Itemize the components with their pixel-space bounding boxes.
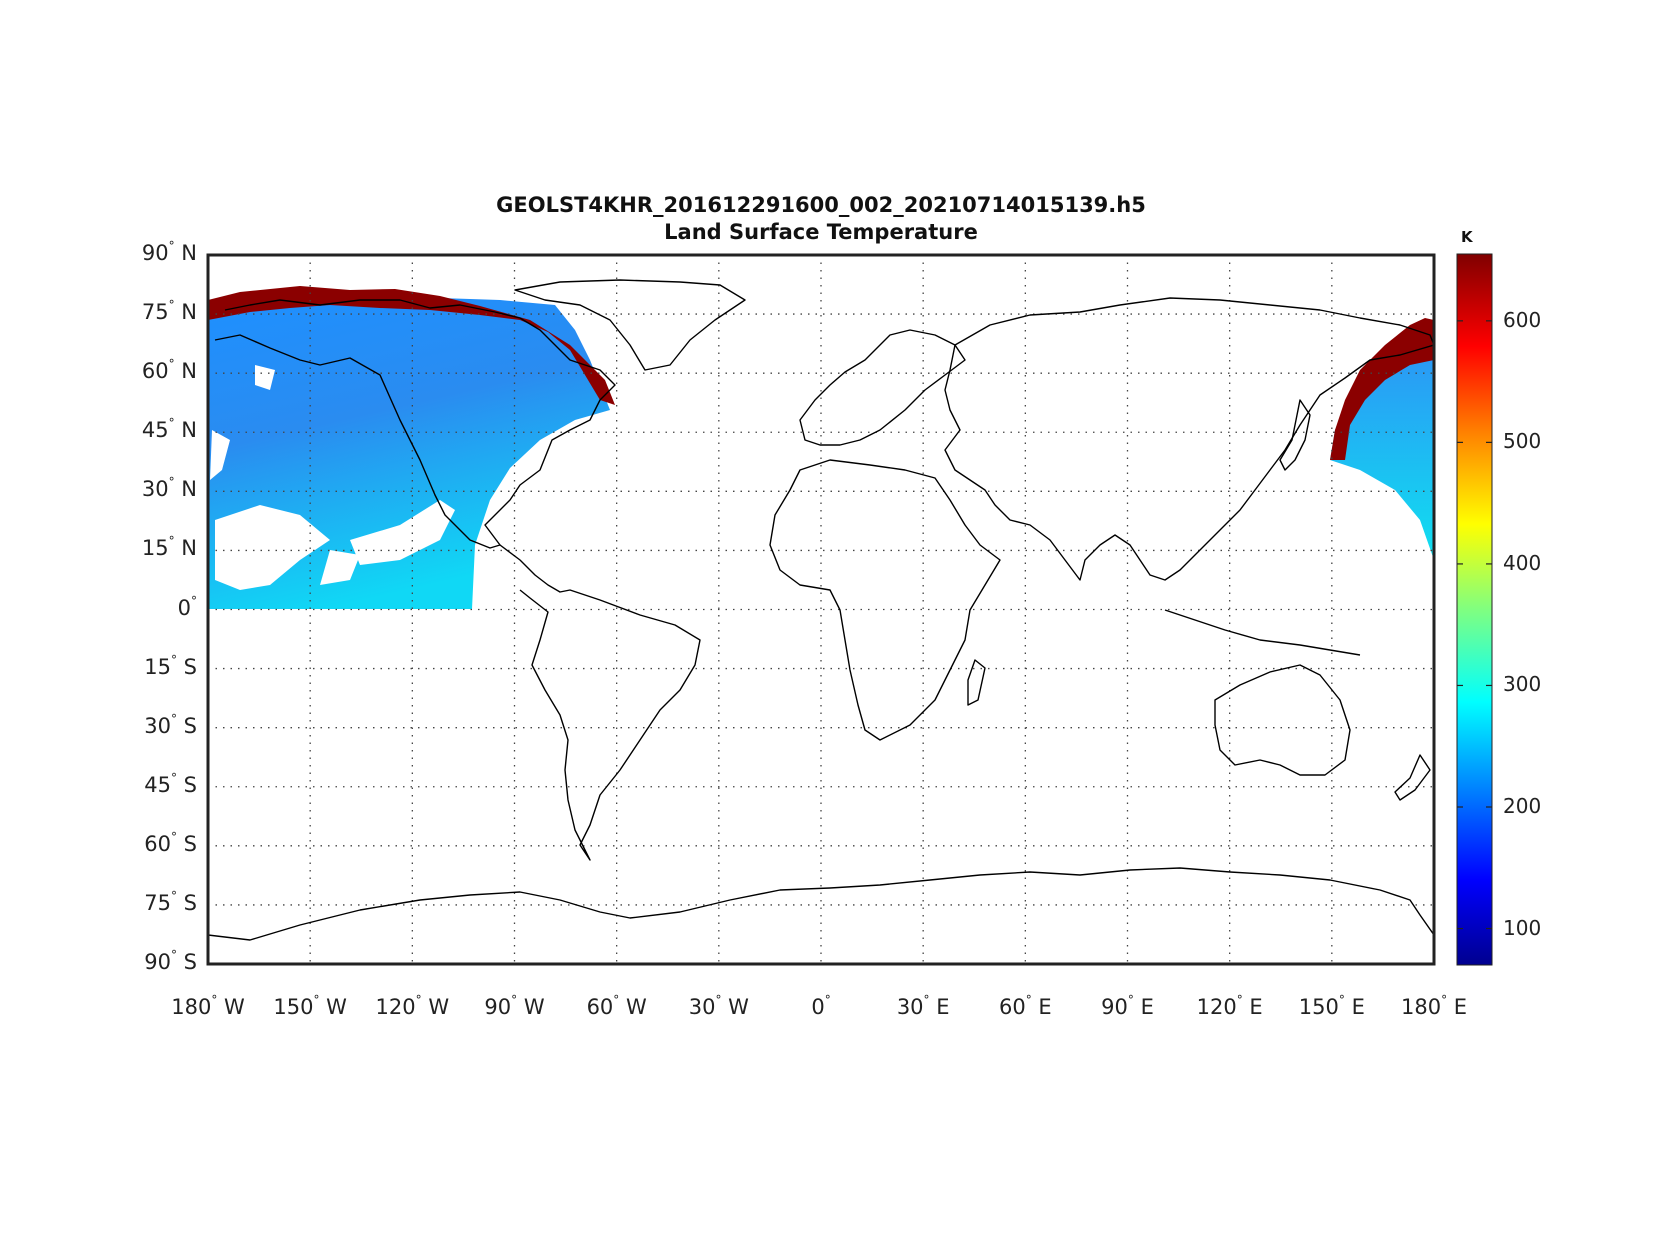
coast-europe xyxy=(799,329,966,446)
longitude-tick-label: 150° E xyxy=(1298,993,1365,1019)
longitude-tick-label: 180° W xyxy=(171,993,245,1019)
longitude-tick-label: 90° W xyxy=(484,993,545,1019)
colorbar-tick-marks xyxy=(1457,320,1492,930)
coast-indonesia xyxy=(1164,609,1361,656)
coast-antarctica xyxy=(208,867,1434,941)
map-axes-frame xyxy=(206,253,1436,966)
coast-greenland xyxy=(514,279,746,371)
coast-asia xyxy=(944,297,1434,581)
colorbar-tick-label: 400 xyxy=(1503,550,1542,575)
lst-data-layer xyxy=(208,286,1434,609)
latitude-tick-label: 90° N xyxy=(141,239,197,265)
longitude-tick-label: 180° E xyxy=(1400,993,1468,1019)
colorbar-tick-label: 200 xyxy=(1503,794,1542,818)
east-swath-lst xyxy=(1330,360,1434,560)
latitude-tick-label: 15° S xyxy=(144,652,197,679)
longitude-tick-label: 60° W xyxy=(586,993,647,1019)
latitude-tick-label: 60° N xyxy=(141,357,197,384)
latitude-tick-label: 0° xyxy=(177,593,197,620)
longitude-tick-label: 120° W xyxy=(375,993,450,1019)
longitude-tick-label: 60° E xyxy=(998,993,1052,1019)
east-swath-limb xyxy=(1330,318,1434,460)
coast-new-zealand xyxy=(1394,754,1431,801)
latitude-tick-label: 45° S xyxy=(144,770,197,797)
colorbar-tick-label: 100 xyxy=(1503,915,1542,940)
colorbar-tick-label: 500 xyxy=(1503,429,1542,454)
coast-madagascar xyxy=(967,659,986,706)
chart-title: GEOLST4KHR_201612291600_002_202107140151… xyxy=(496,193,1146,217)
latitude-tick-label: 15° N xyxy=(141,534,197,561)
latitude-tick-label: 30° N xyxy=(141,475,197,502)
cloud-gaps xyxy=(210,365,455,590)
colorbar-unit-label: K xyxy=(1461,228,1473,246)
chart-subtitle: Land Surface Temperature xyxy=(664,220,978,244)
coast-south-america xyxy=(499,544,701,861)
coast-japan xyxy=(1279,399,1311,471)
latitude-tick-label: 60° S xyxy=(144,829,197,856)
coast-africa xyxy=(769,459,1001,741)
longitude-tick-label: 30° W xyxy=(688,993,749,1019)
colorbar-tick-label: 600 xyxy=(1503,307,1542,332)
coast-australia xyxy=(1214,664,1351,776)
colorbar-tick-label: 300 xyxy=(1503,672,1542,697)
longitude-tick-label: 150° W xyxy=(273,993,347,1019)
coastlines xyxy=(208,279,1434,941)
longitude-tick-label: 30° E xyxy=(896,993,950,1019)
longitude-tick-label: 0° xyxy=(811,993,831,1019)
colorbar xyxy=(1456,253,1493,966)
latitude-tick-label: 30° S xyxy=(144,711,197,738)
latitude-tick-label: 75° N xyxy=(141,298,197,325)
latitude-tick-label: 75° S xyxy=(144,888,197,915)
latitude-tick-label: 45° N xyxy=(141,416,197,443)
coast-north-america xyxy=(214,299,616,549)
latitude-tick-label: 90° S xyxy=(144,948,197,974)
longitude-tick-label: 90° E xyxy=(1101,993,1154,1019)
longitude-tick-label: 120° E xyxy=(1196,993,1263,1019)
